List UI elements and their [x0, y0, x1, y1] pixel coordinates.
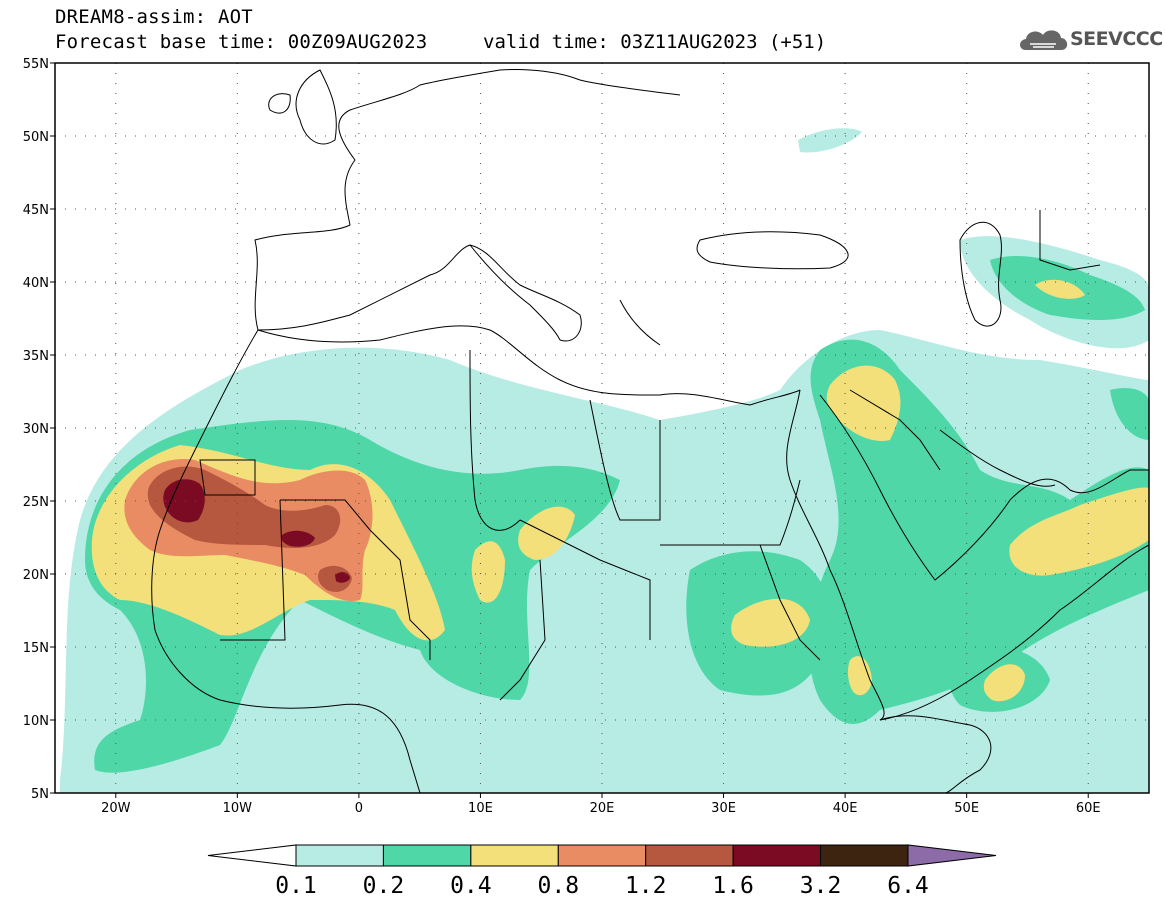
colorbar-label: 0.8 — [538, 873, 580, 899]
colorbar-box — [470, 844, 559, 867]
colorbar: 0.1 0.2 0.4 0.8 1.2 1.6 3.2 6.4 — [207, 844, 997, 899]
colorbar-box — [645, 844, 734, 867]
lon-label: 20E — [590, 801, 615, 816]
colorbar-label: 3.2 — [800, 873, 842, 899]
cloud-icon — [1020, 30, 1068, 50]
lat-label: 25N — [23, 495, 49, 510]
lat-label: 20N — [23, 568, 49, 583]
lat-label: 55N — [23, 57, 49, 72]
lat-label: 30N — [23, 422, 49, 437]
lat-label: 50N — [23, 130, 49, 145]
aot-field — [60, 128, 1149, 793]
lat-label: 45N — [23, 203, 49, 218]
base-time: Forecast base time: 00Z09AUG2023 — [55, 31, 428, 53]
longitude-labels: 20W 10W 0 10E 20E 30E 40E 50E 60E — [101, 801, 1101, 816]
latitude-labels: 55N 50N 45N 40N 35N 30N 25N 20N 15N 10N 5N — [23, 57, 49, 802]
colorbar-box — [732, 844, 822, 867]
map-title: DREAM8-assim: AOT — [55, 6, 253, 28]
colorbar-label: 0.1 — [275, 873, 317, 899]
colorbar-label: 0.4 — [450, 873, 492, 899]
colorbar-low-arrow — [207, 844, 297, 867]
valid-time: valid time: 03Z11AUG2023 (+51) — [483, 31, 827, 53]
colorbar-label: 6.4 — [887, 873, 929, 899]
colorbar-box — [382, 844, 472, 867]
lat-label: 40N — [23, 276, 49, 291]
colorbar-label: 1.2 — [625, 873, 667, 899]
axis-ticks — [50, 62, 1089, 798]
colorbar-box — [557, 844, 647, 867]
lat-label: 15N — [23, 641, 49, 656]
colorbar-box — [820, 844, 909, 867]
lon-label: 0 — [355, 801, 363, 816]
logo-text: SEEVCCC — [1070, 28, 1163, 50]
lat-label: 10N — [23, 714, 49, 729]
lon-label: 30E — [711, 801, 736, 816]
lon-label: 40E — [833, 801, 858, 816]
colorbar-high-arrow — [907, 844, 997, 867]
lon-label: 50E — [954, 801, 979, 816]
colorbar-box — [295, 844, 384, 867]
lon-label: 10W — [223, 801, 253, 816]
lat-label: 5N — [31, 787, 49, 802]
lon-label: 10E — [468, 801, 493, 816]
lon-label: 20W — [101, 801, 131, 816]
coastlines — [151, 69, 1149, 793]
lat-label: 35N — [23, 349, 49, 364]
colorbar-label: 0.2 — [363, 873, 405, 899]
colorbar-label: 1.6 — [712, 873, 754, 899]
lon-label: 60E — [1076, 801, 1101, 816]
